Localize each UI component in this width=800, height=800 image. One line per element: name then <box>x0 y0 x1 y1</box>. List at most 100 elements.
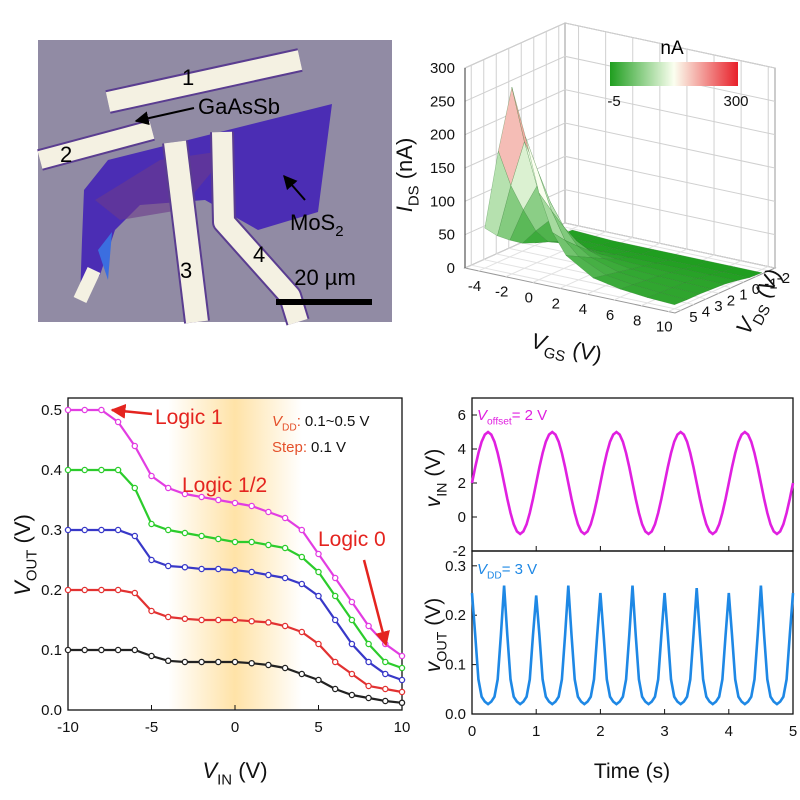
annotation: Step: 0.1 V <box>272 439 346 456</box>
data-point <box>164 484 172 492</box>
data-point <box>248 659 255 667</box>
data-point <box>64 586 72 594</box>
y-tick-label: 0.3 <box>445 558 466 575</box>
x-tick-label: -5 <box>145 719 158 736</box>
label-rest: (V) <box>422 449 445 483</box>
data-point <box>181 615 189 623</box>
data-point <box>382 685 389 693</box>
label-subscript: offset <box>487 417 512 428</box>
data-point <box>198 616 205 624</box>
label-subscript: DS <box>406 185 423 206</box>
highlight-band <box>168 399 302 709</box>
data-point <box>215 565 222 573</box>
plot-panel: -2 0 2 4 6 <box>453 397 795 560</box>
data-point <box>81 586 88 594</box>
micrograph: 1 2 3 4 GaAsSb MoS2 20 µm <box>37 40 392 326</box>
data-point <box>382 670 389 678</box>
data-point <box>298 553 306 561</box>
label-rest: = 2 V <box>512 407 547 424</box>
y-tick-label: -2 <box>777 270 790 287</box>
data-point <box>331 658 339 666</box>
flake-edge <box>98 232 112 280</box>
data-point <box>148 607 155 615</box>
y-tick-label: 0.5 <box>41 402 62 419</box>
data-point <box>64 646 72 654</box>
y-tick-label: 0.2 <box>41 582 62 599</box>
y-tick-label: 0.2 <box>445 607 466 624</box>
axis-label: vIN (V) <box>422 449 450 508</box>
data-point <box>164 562 172 570</box>
x-axis-label: Time (s) <box>594 760 670 783</box>
data-point <box>298 526 306 534</box>
data-point <box>248 538 255 546</box>
data-point <box>348 640 356 648</box>
data-point <box>148 520 155 528</box>
label-subscript: GS <box>542 344 567 365</box>
data-point <box>98 466 105 474</box>
label-subscript: OUT <box>434 631 450 661</box>
x-tick-label: 0 <box>468 723 476 740</box>
x-tick-label: 10 <box>394 719 411 736</box>
data-point <box>81 526 88 534</box>
annotation-value: 0.1~0.5 V <box>305 413 370 430</box>
material-label: MoS2 <box>290 210 344 240</box>
data-point <box>265 541 272 549</box>
data-point <box>215 658 222 666</box>
label-subscript: DD <box>282 423 297 434</box>
axis-label: VOUT (V) <box>10 514 41 596</box>
y-tick-label: 4 <box>702 304 710 321</box>
label-rest: (V) <box>564 336 604 368</box>
data-point <box>365 622 372 630</box>
data-point <box>231 499 239 507</box>
data-point <box>331 685 339 693</box>
label-subscript: IN <box>434 483 450 497</box>
material-label: GaAsSb <box>198 94 280 119</box>
data-point <box>114 646 122 654</box>
electrode-label: 1 <box>182 65 194 90</box>
y-tick-label: 0 <box>752 281 760 298</box>
label-symbol: I <box>392 206 417 212</box>
z-tick-label: 0 <box>447 260 455 277</box>
data-point <box>148 556 155 564</box>
material-sub: 2 <box>335 223 343 240</box>
grid-line <box>558 225 769 272</box>
annotation: VDD: 0.1~0.5 V <box>272 413 370 434</box>
data-point <box>64 466 72 474</box>
data-point <box>398 664 406 672</box>
data-point <box>331 574 339 582</box>
data-point <box>348 598 356 606</box>
y-tick-label: 0 <box>458 509 466 526</box>
data-point <box>81 466 88 474</box>
label-subscript: OUT <box>24 550 41 582</box>
y-tick-label: 0.1 <box>445 657 466 674</box>
label-rest: (V) <box>10 514 35 549</box>
data-point <box>114 526 122 534</box>
data-point <box>114 586 122 594</box>
data-point <box>281 544 289 552</box>
label-subscript: DD <box>487 571 502 582</box>
label-subscript: IN <box>217 772 232 789</box>
data-point <box>365 694 372 702</box>
data-point <box>398 652 406 660</box>
axis-label: VIN (V) <box>202 758 267 789</box>
arrow <box>283 174 306 201</box>
data-point <box>315 640 322 648</box>
z-tick-label: 150 <box>430 160 455 177</box>
label-symbol: V <box>272 413 284 430</box>
data-point <box>248 617 255 625</box>
data-line <box>470 585 795 706</box>
data-point <box>315 550 322 558</box>
data-point <box>64 406 72 414</box>
label-symbol: v <box>422 495 445 507</box>
data-point <box>348 616 356 624</box>
data-point <box>131 532 139 540</box>
annotation: VDD= 3 V <box>477 561 537 582</box>
y-tick-label: 2 <box>727 292 735 309</box>
colorbar-max: 300 <box>723 93 748 110</box>
data-point <box>265 661 272 669</box>
axis-label: IDS (nA) <box>392 138 423 213</box>
x-tick-label: 10 <box>656 319 673 336</box>
data-point <box>81 406 88 414</box>
grid-line <box>464 222 776 269</box>
electrode-label: 3 <box>180 258 192 283</box>
